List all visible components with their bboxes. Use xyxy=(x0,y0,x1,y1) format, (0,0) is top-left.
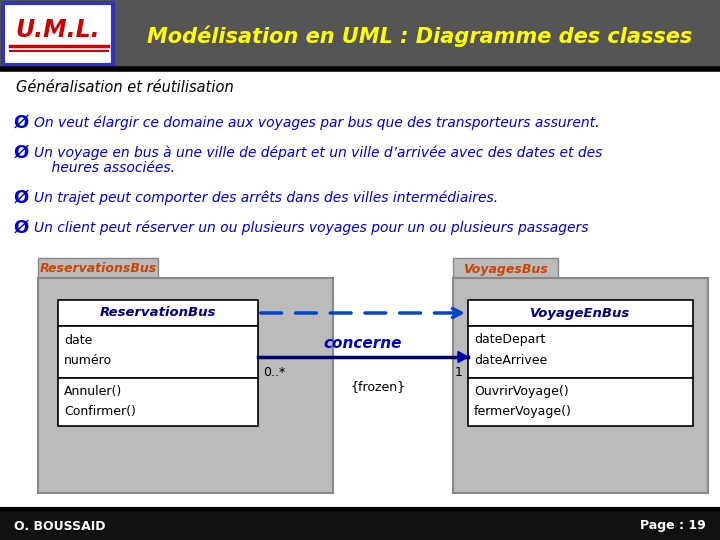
Text: Page : 19: Page : 19 xyxy=(640,519,706,532)
Text: dateArrivee: dateArrivee xyxy=(474,354,547,367)
Bar xyxy=(468,300,693,326)
Text: U.M.L.: U.M.L. xyxy=(16,18,100,42)
Text: Un voyage en bus à une ville de départ et un ville d’arrivée avec des dates et d: Un voyage en bus à une ville de départ e… xyxy=(34,146,603,160)
Text: numéro: numéro xyxy=(64,354,112,367)
Text: On veut élargir ce domaine aux voyages par bus que des transporteurs assurent.: On veut élargir ce domaine aux voyages p… xyxy=(34,116,600,130)
Bar xyxy=(38,258,158,280)
Text: ReservationBus: ReservationBus xyxy=(100,307,216,320)
Text: ReservationsBus: ReservationsBus xyxy=(40,262,157,275)
Text: Ø: Ø xyxy=(14,219,30,237)
Bar xyxy=(468,378,693,426)
Bar xyxy=(58,326,258,378)
Text: VoyageEnBus: VoyageEnBus xyxy=(531,307,631,320)
Text: Modélisation en UML : Diagramme des classes: Modélisation en UML : Diagramme des clas… xyxy=(148,25,693,47)
Text: Ø: Ø xyxy=(14,114,30,132)
Text: Annuler(): Annuler() xyxy=(64,384,122,397)
Text: Ø: Ø xyxy=(14,189,30,207)
Text: date: date xyxy=(64,334,92,347)
Text: Confirmer(): Confirmer() xyxy=(64,404,136,417)
Text: fermerVoyage(): fermerVoyage() xyxy=(474,404,572,417)
Text: Un client peut réserver un ou plusieurs voyages pour un ou plusieurs passagers: Un client peut réserver un ou plusieurs … xyxy=(34,221,588,235)
Text: O. BOUSSAID: O. BOUSSAID xyxy=(14,519,106,532)
Text: heures associées.: heures associées. xyxy=(34,161,175,175)
Polygon shape xyxy=(458,352,468,362)
Bar xyxy=(453,258,558,280)
Bar xyxy=(468,326,693,378)
Text: dateDepart: dateDepart xyxy=(474,334,545,347)
Bar xyxy=(453,278,708,493)
Bar xyxy=(0,510,720,540)
Text: OuvrirVoyage(): OuvrirVoyage() xyxy=(474,384,569,397)
Bar xyxy=(0,0,720,68)
Text: Généralisation et réutilisation: Généralisation et réutilisation xyxy=(16,80,234,96)
Text: Ø: Ø xyxy=(14,144,30,162)
Text: 1: 1 xyxy=(455,367,463,380)
Text: {frozen}: {frozen} xyxy=(351,381,405,394)
Text: concerne: concerne xyxy=(324,335,402,350)
Bar xyxy=(3,3,113,65)
Bar xyxy=(58,300,258,326)
Text: VoyagesBus: VoyagesBus xyxy=(463,262,548,275)
Text: 0..*: 0..* xyxy=(263,367,285,380)
Bar xyxy=(58,378,258,426)
Text: Un trajet peut comporter des arrêts dans des villes intermédiaires.: Un trajet peut comporter des arrêts dans… xyxy=(34,191,498,205)
Bar xyxy=(38,278,333,493)
